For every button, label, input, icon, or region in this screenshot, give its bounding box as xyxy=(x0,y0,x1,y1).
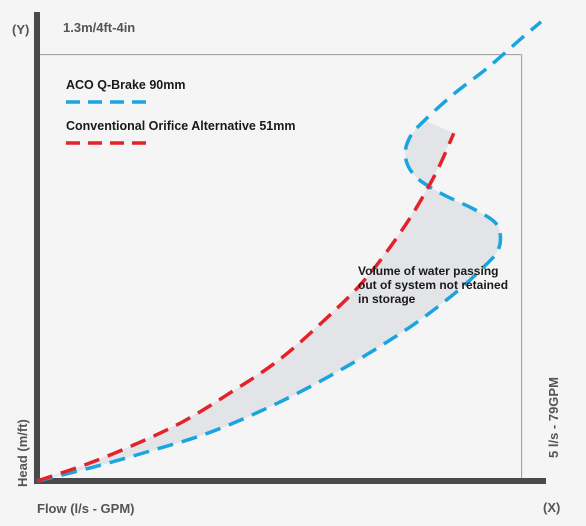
series-line-aco xyxy=(36,20,543,483)
series-line-orifice xyxy=(36,132,456,483)
annotation-line-3: in storage xyxy=(358,292,416,306)
x-end-label: (X) xyxy=(543,500,560,515)
region-annotation: Volume of water passing out of system no… xyxy=(358,264,511,306)
y-ref-label: 1.3m/4ft-4in xyxy=(63,20,135,35)
x-ref-label: 5 l/s - 79GPM xyxy=(546,377,561,458)
annotation-line-2: out of system not retained xyxy=(358,278,508,292)
legend-label-aco: ACO Q-Brake 90mm xyxy=(66,78,186,92)
legend: ACO Q-Brake 90mm Conventional Orifice Al… xyxy=(66,78,295,145)
legend-label-orifice: Conventional Orifice Alternative 51mm xyxy=(66,119,295,133)
y-end-label: (Y) xyxy=(12,22,29,37)
y-axis-label: Head (m/ft) xyxy=(15,419,30,487)
annotation-line-1: Volume of water passing xyxy=(358,264,498,278)
series-layer xyxy=(36,20,543,483)
retained-region-fill xyxy=(37,120,501,481)
x-axis-label: Flow (l/s - GPM) xyxy=(37,501,135,516)
